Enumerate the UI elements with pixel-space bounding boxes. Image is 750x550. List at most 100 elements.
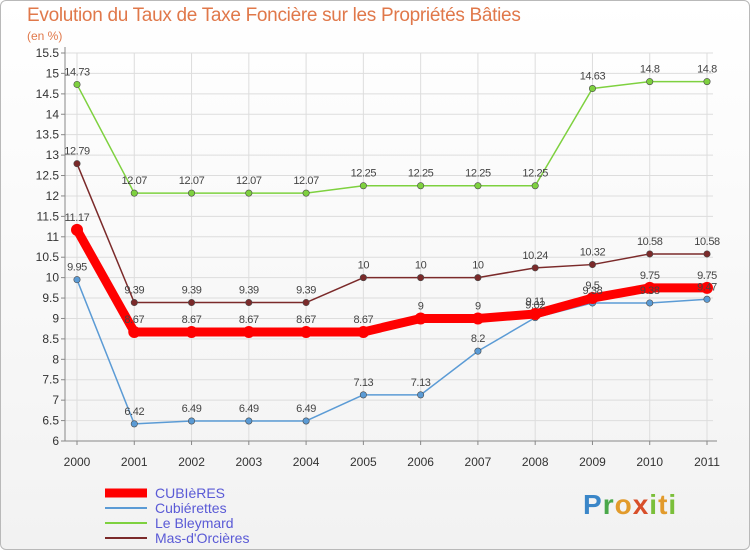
data-label: 10.58 [637, 236, 663, 248]
data-point [357, 325, 370, 338]
x-tick-label: 2007 [465, 455, 492, 469]
data-label: 10.24 [522, 250, 548, 262]
legend-label: CUBIèRES [155, 485, 225, 501]
data-label: 9.39 [296, 285, 316, 297]
data-label: 12.25 [465, 168, 491, 180]
data-point [245, 189, 253, 197]
y-tick-label: 14 [46, 107, 60, 121]
series-layer [71, 78, 713, 428]
data-label: 6.49 [296, 403, 316, 415]
data-point [588, 85, 596, 93]
data-label: 12.25 [522, 168, 548, 180]
data-point [188, 189, 196, 197]
data-point [302, 299, 310, 307]
data-point [71, 223, 83, 236]
series-line-2 [76, 80, 708, 194]
data-label: 9.5 [585, 280, 599, 292]
data-point [359, 274, 367, 282]
y-tick-label: 11 [47, 230, 60, 244]
y-tick-label: 7 [52, 393, 59, 407]
data-label: 9.02 [525, 300, 545, 312]
x-tick-label: 2005 [350, 455, 377, 469]
y-tick-label: 8 [52, 352, 59, 366]
series-line-3 [76, 162, 708, 304]
data-point [417, 274, 425, 282]
x-tick-label: 2006 [407, 455, 434, 469]
data-point [703, 78, 711, 86]
data-label: 9.38 [640, 285, 660, 297]
data-point [646, 250, 654, 258]
data-label: 12.07 [293, 175, 319, 187]
data-label: 9.75 [697, 270, 717, 282]
data-point [701, 281, 713, 294]
y-tick-label: 10.5 [36, 250, 60, 264]
data-point [128, 325, 141, 338]
data-point [130, 420, 138, 428]
x-tick-label: 2003 [235, 455, 262, 469]
data-labels: 14.73 12.07 12.07 12.07 12.07 12.25 12.25 12.25… [64, 64, 720, 418]
data-label: 8.67 [296, 314, 316, 326]
data-point [646, 78, 654, 86]
y-tick-label: 14.5 [36, 87, 60, 101]
data-point [586, 292, 599, 305]
y-tick-label: 11.5 [37, 209, 60, 223]
y-tick-label: 7.5 [42, 373, 59, 387]
axes: 6 6.5 7 7.5 8 8.5 9 9.5 10 10.5 11 11.5 12 12.5 13 13.5… [36, 46, 721, 469]
data-label: 6.42 [124, 406, 144, 418]
y-tick-label: 12 [46, 189, 60, 203]
data-label: 6.49 [239, 403, 259, 415]
data-label: 14.8 [697, 64, 717, 76]
data-point [643, 281, 656, 294]
data-point [471, 312, 484, 325]
data-point [646, 299, 654, 307]
legend-label: Le Bleymard [155, 515, 234, 531]
data-point [529, 307, 542, 320]
data-label: 12.25 [351, 168, 377, 180]
data-point [73, 276, 81, 284]
data-point [414, 312, 427, 325]
y-tick-label: 15 [46, 66, 60, 80]
data-point [703, 295, 711, 303]
y-tick-label: 13 [46, 148, 60, 162]
data-point [302, 417, 310, 425]
data-label: 8.67 [124, 314, 144, 326]
data-point [300, 325, 313, 338]
data-label: 8.67 [353, 314, 373, 326]
data-label: 12.07 [179, 175, 205, 187]
x-tick-label: 2004 [293, 455, 320, 469]
data-point [703, 250, 711, 258]
data-point [302, 189, 310, 197]
x-tick-label: 2009 [579, 455, 606, 469]
data-label: 10.58 [694, 236, 720, 248]
data-label: 12.07 [122, 175, 148, 187]
data-point [417, 391, 425, 399]
data-label: 6.49 [182, 403, 202, 415]
data-label: 12.25 [408, 168, 434, 180]
data-label: 10.32 [580, 247, 606, 259]
y-tick-label: 8.5 [42, 332, 59, 346]
data-label: 8.67 [182, 314, 202, 326]
data-label: 9.75 [640, 270, 660, 282]
data-point [531, 182, 539, 190]
data-label: 9.95 [67, 262, 87, 274]
legend-label: Mas-d'Orcières [155, 530, 249, 546]
data-label: 9 [418, 300, 424, 312]
series-line-1 [76, 278, 708, 425]
data-point [242, 325, 255, 338]
data-label: 9.39 [182, 285, 202, 297]
data-label: 9.38 [583, 285, 603, 297]
data-label: 7.13 [411, 377, 431, 389]
data-point [474, 182, 482, 190]
data-label: 10 [358, 260, 370, 272]
data-point [359, 391, 367, 399]
y-tick-label: 13.5 [36, 128, 60, 142]
y-axis-unit: (en %) [27, 29, 63, 43]
data-label: 10 [472, 260, 484, 272]
x-tick-label: 2000 [64, 455, 91, 469]
data-label: 9.39 [239, 285, 259, 297]
data-label: 14.8 [640, 64, 660, 76]
data-label: 9.11 [526, 296, 545, 308]
y-tick-label: 6.5 [42, 414, 59, 428]
